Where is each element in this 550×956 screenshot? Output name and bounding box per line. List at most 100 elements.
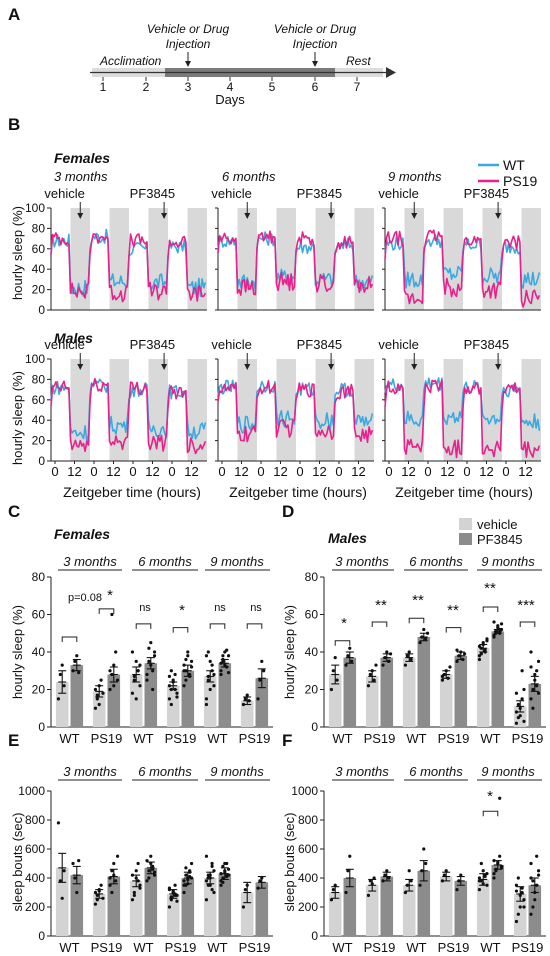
category-label: PS19 — [91, 940, 123, 955]
data-point — [498, 796, 502, 800]
data-point — [149, 641, 153, 645]
data-point — [516, 702, 520, 707]
data-point — [93, 890, 98, 895]
category-label: PS19 — [438, 731, 470, 746]
y-tick-label: 200 — [298, 900, 318, 914]
ps19-trace — [50, 377, 207, 455]
ps19-trace — [384, 379, 541, 459]
e-age-6-months: 6 months — [138, 764, 192, 779]
data-point — [477, 644, 482, 648]
data-point — [492, 620, 496, 624]
data-point — [115, 854, 120, 858]
x-tick-label: 0 — [424, 464, 431, 479]
data-point — [204, 697, 209, 701]
panel-d-title: Males — [328, 530, 367, 546]
data-point — [536, 869, 541, 873]
vehicle-bar — [240, 892, 254, 936]
injection-label-2-line-1: Vehicle or Drug — [274, 22, 357, 36]
data-point — [256, 697, 260, 701]
y-tick-label: 1000 — [18, 784, 45, 798]
treatment-label-vehicle: vehicle — [211, 337, 251, 352]
vehicle-bar — [129, 674, 143, 727]
y-tick-label: 0 — [311, 929, 318, 943]
pf3845-bar — [255, 882, 269, 936]
data-point — [101, 691, 105, 695]
data-point — [149, 854, 153, 858]
data-point — [147, 659, 151, 663]
data-point — [243, 888, 247, 892]
vehicle-bar — [365, 885, 379, 936]
y-tick-label: 100 — [25, 352, 45, 366]
y-tick-label: 80 — [32, 372, 46, 386]
data-point — [366, 893, 371, 898]
data-point — [522, 687, 526, 692]
x-tick-label: 12 — [234, 464, 248, 479]
pf3845-bar — [218, 663, 232, 727]
vehicle-bar — [328, 892, 342, 936]
data-point — [455, 648, 459, 652]
data-point — [492, 633, 496, 637]
c-sig-label: * — [107, 587, 113, 604]
data-point — [97, 702, 101, 707]
data-point — [221, 880, 225, 884]
data-point — [405, 654, 409, 658]
data-point — [385, 650, 389, 654]
injection-arrowhead — [244, 213, 251, 219]
dark-phase-band — [354, 359, 374, 461]
y-tick-label: 40 — [32, 262, 46, 276]
data-point — [368, 672, 372, 677]
x-tick-label: 0 — [463, 464, 470, 479]
stage-rest: Rest — [346, 54, 371, 68]
data-point — [132, 893, 136, 898]
injection-arrowhead — [244, 364, 251, 370]
data-point — [188, 874, 192, 879]
data-point — [485, 639, 489, 643]
data-point — [77, 859, 81, 863]
data-point — [459, 873, 463, 877]
data-point — [93, 706, 98, 710]
c-age-3-months: 3 months — [63, 554, 117, 569]
data-point — [483, 648, 487, 652]
injection-label-2-line-2: Injection — [293, 37, 338, 51]
data-point — [95, 697, 99, 701]
sleep-trace-panel: vehicle PF3845 — [211, 186, 374, 311]
data-point — [114, 879, 118, 883]
ps19-trace — [217, 230, 374, 296]
injection-label-1-line-1: Vehicle or Drug — [147, 22, 230, 36]
data-point — [169, 702, 173, 707]
pf3845-bar — [343, 657, 357, 727]
data-point — [333, 883, 337, 887]
data-point — [184, 657, 188, 662]
d-ylabel: hourly sleep (%) — [282, 605, 297, 699]
d-sig-label: * — [341, 615, 347, 632]
dark-phase-band — [443, 359, 463, 461]
data-point — [152, 654, 157, 658]
category-label: WT — [59, 940, 79, 955]
pf3845-bar — [454, 655, 468, 727]
data-point — [381, 663, 385, 667]
data-point — [132, 890, 136, 895]
data-point — [145, 879, 149, 883]
f-sig-label: * — [487, 788, 493, 805]
treatment-label-vehicle: vehicle — [44, 337, 84, 352]
data-point — [134, 659, 138, 663]
data-point — [175, 691, 179, 695]
injection-arrowhead — [161, 364, 168, 370]
vehicle-bar — [166, 893, 180, 936]
legend-pf3845-swatch — [459, 533, 472, 545]
x-tick-label: 12 — [440, 464, 454, 479]
data-point — [110, 890, 114, 895]
comparison-bracket — [408, 617, 425, 624]
category-label: WT — [480, 940, 500, 955]
data-point — [136, 861, 140, 866]
injection-arrowhead-2 — [312, 61, 318, 67]
vehicle-bar — [55, 867, 69, 936]
data-point — [210, 888, 214, 892]
data-point — [130, 650, 135, 654]
x-tick-label: 0 — [385, 464, 392, 479]
data-point — [536, 659, 541, 663]
treatment-label-pf3845: PF3845 — [464, 337, 510, 352]
